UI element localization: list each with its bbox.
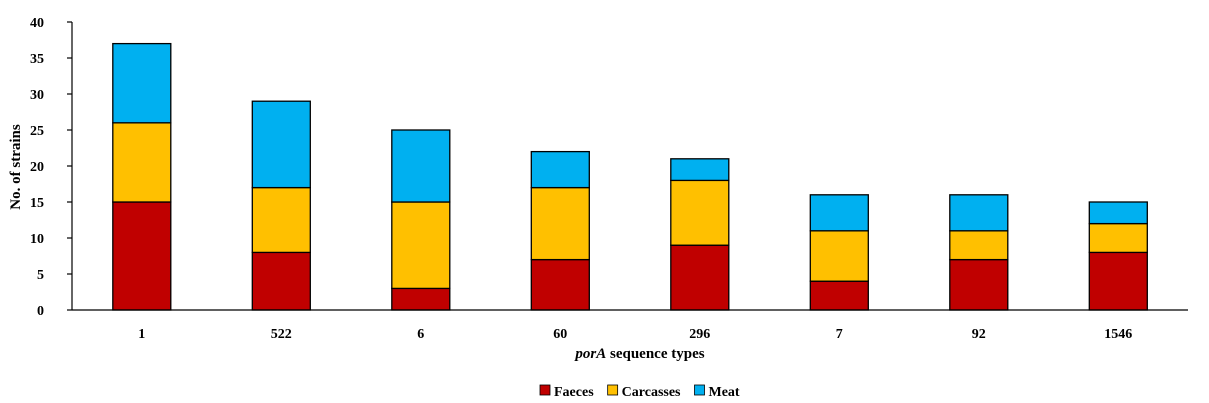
y-tick-label: 40 xyxy=(30,16,44,31)
x-axis-title: porA sequence types xyxy=(573,346,704,362)
x-tick-label: 1546 xyxy=(1104,327,1132,342)
bar-carcasses-1546 xyxy=(1088,222,1148,254)
bar-meat-6 xyxy=(391,129,451,203)
x-tick-label: 92 xyxy=(972,327,986,342)
x-tick-label: 296 xyxy=(689,327,710,342)
bar-carcasses-522 xyxy=(251,186,311,254)
x-tick-label: 6 xyxy=(417,327,424,342)
legend-label-faeces: Faeces xyxy=(554,385,594,400)
y-tick-label: 25 xyxy=(30,124,44,139)
y-tick-label: 20 xyxy=(30,160,44,175)
bar-meat-92 xyxy=(949,194,1009,232)
legend-swatch-meat xyxy=(694,384,705,396)
bar-faeces-522 xyxy=(251,251,311,311)
x-tick-label: 60 xyxy=(553,327,567,342)
bar-carcasses-7 xyxy=(809,230,869,282)
bar-carcasses-296 xyxy=(670,179,730,246)
x-tick-label: 522 xyxy=(271,327,292,342)
x-axis-title-rest: sequence types xyxy=(606,346,704,362)
y-axis-title: No. of strains xyxy=(8,124,24,210)
bar-meat-1546 xyxy=(1088,201,1148,225)
y-tick-label: 10 xyxy=(30,232,44,247)
bar-carcasses-92 xyxy=(949,230,1009,261)
y-tick-label: 35 xyxy=(30,52,44,67)
bars-layer xyxy=(112,42,1148,311)
legend-swatch-carcasses xyxy=(607,384,619,396)
bar-faeces-7 xyxy=(809,280,869,311)
bar-carcasses-1 xyxy=(112,122,172,203)
y-axis: 0 5 10 15 20 25 30 35 40 xyxy=(30,16,73,319)
y-tick-label: 30 xyxy=(30,88,44,103)
y-tick-label: 5 xyxy=(37,268,44,283)
bar-faeces-1546 xyxy=(1088,251,1148,311)
bar-faeces-60 xyxy=(530,258,590,311)
y-tick-label: 0 xyxy=(37,304,44,319)
legend: Faeces Carcasses Meat xyxy=(539,384,740,400)
legend-swatch-faeces xyxy=(539,384,551,396)
bar-meat-60 xyxy=(530,150,590,189)
bar-meat-296 xyxy=(670,158,730,182)
x-tick-label: 7 xyxy=(836,327,843,342)
y-tick-label: 15 xyxy=(30,196,44,211)
bar-meat-1 xyxy=(112,42,172,124)
bar-faeces-296 xyxy=(670,244,730,311)
bar-carcasses-6 xyxy=(391,201,451,290)
legend-label-meat: Meat xyxy=(709,385,740,400)
bar-meat-522 xyxy=(251,100,311,189)
x-axis-title-italic: porA xyxy=(573,346,606,362)
bar-faeces-92 xyxy=(949,258,1009,311)
legend-label-carcasses: Carcasses xyxy=(622,385,681,400)
x-tick-label: 1 xyxy=(138,327,145,342)
x-axis: 1 522 6 60 296 7 92 1546 xyxy=(72,309,1188,342)
bar-faeces-6 xyxy=(391,287,451,311)
bar-meat-7 xyxy=(809,194,869,232)
bar-faeces-1 xyxy=(112,201,172,311)
bar-carcasses-60 xyxy=(530,186,590,261)
